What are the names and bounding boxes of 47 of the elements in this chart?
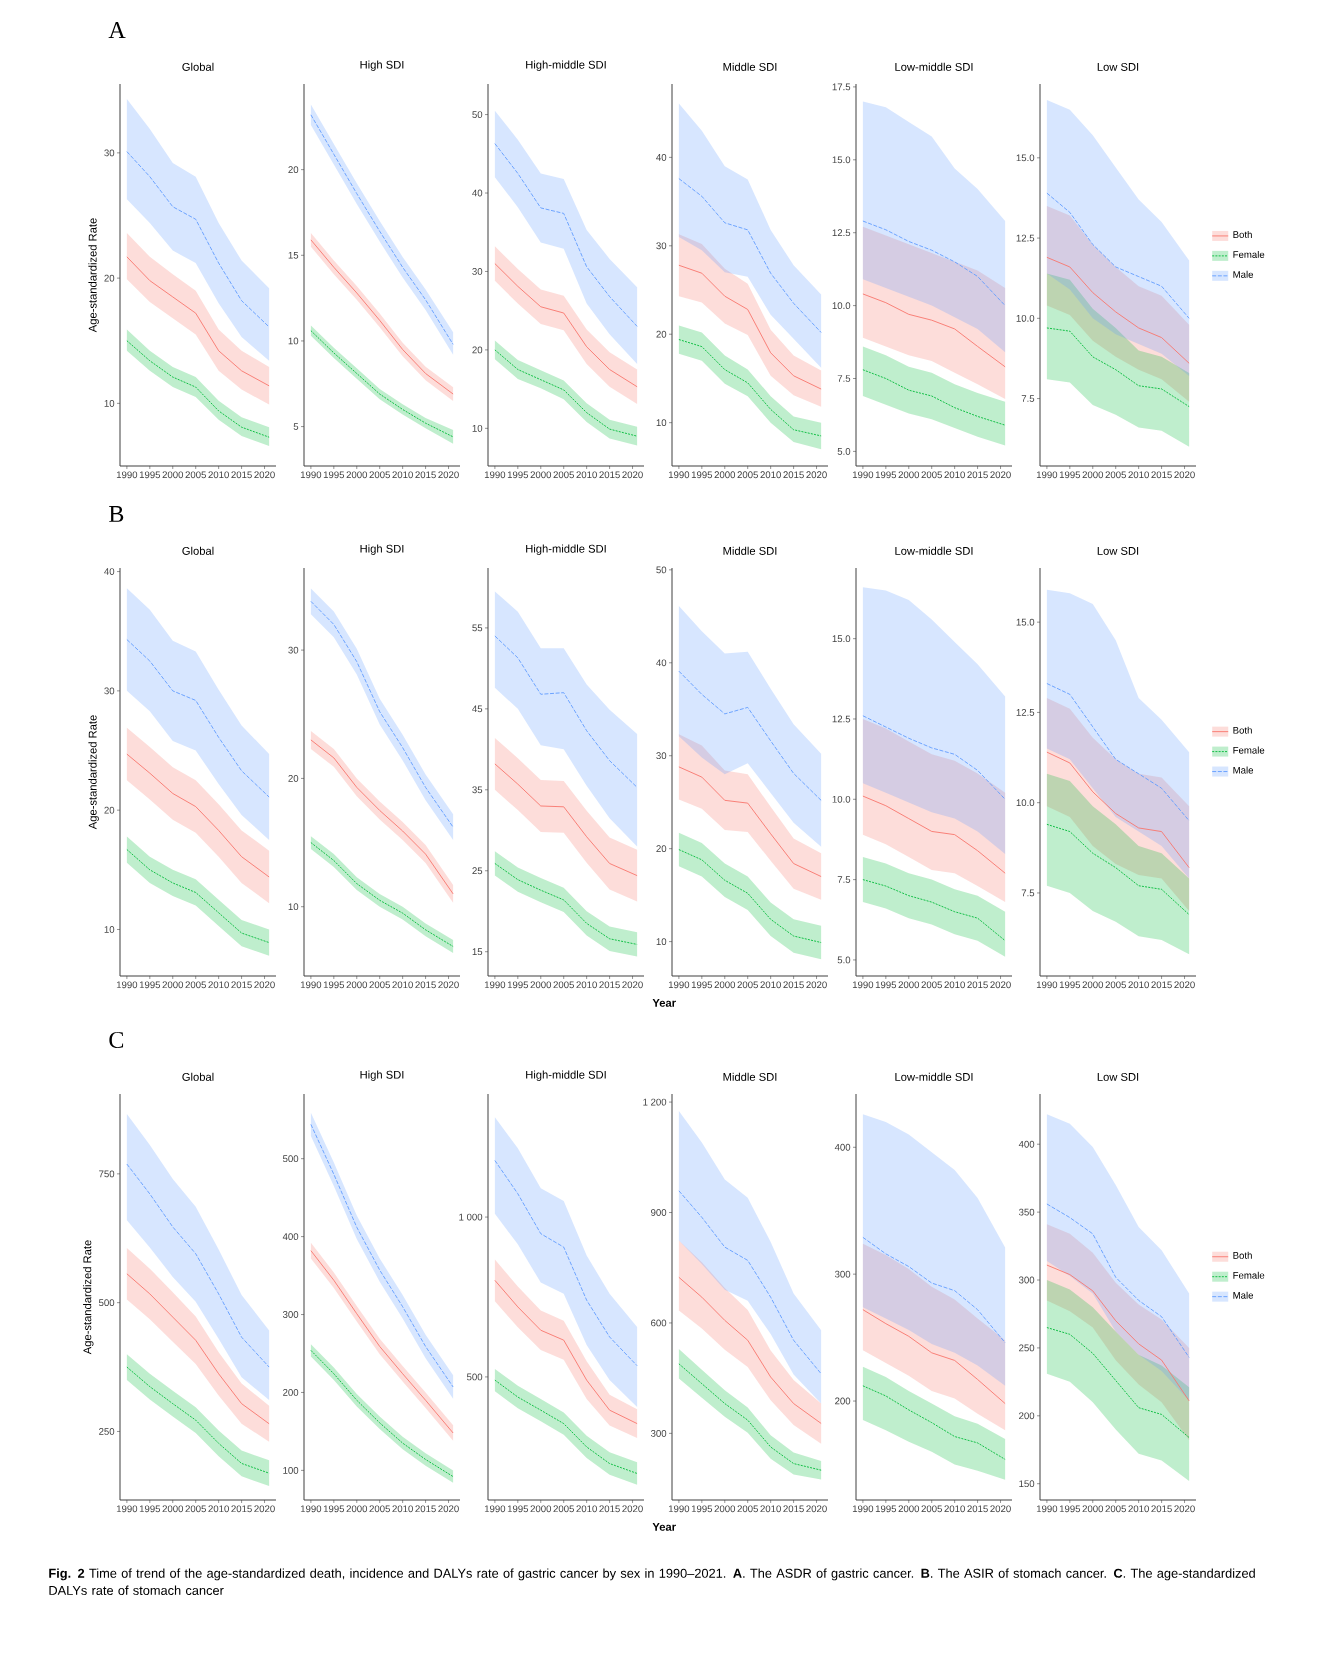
line-series [1046,683,1190,822]
line-series [1046,751,1190,869]
line-series [494,635,638,788]
line-series [678,1363,822,1471]
line-series [1046,1264,1190,1402]
line-series [126,639,270,798]
line-series [862,220,1006,307]
text: C [109,1031,124,1049]
line-series [494,1379,638,1474]
line-series [494,863,638,945]
line-series [862,293,1006,368]
line-series [678,766,822,877]
line-series [494,263,638,388]
line-series [678,849,822,943]
line-series [678,670,822,801]
line-series [678,1276,822,1424]
line-series [1046,823,1190,916]
line-series [494,143,638,327]
line-series [494,1160,638,1367]
line-series [1046,256,1190,364]
line-series [862,369,1006,426]
line-series [862,879,1006,942]
text: B [109,506,124,522]
line-series [126,1163,270,1368]
line-series [1046,327,1190,408]
line-series [494,1279,638,1425]
line-series [126,753,270,878]
line-series [678,264,822,390]
line-series [126,1273,270,1425]
line-series [678,1190,822,1375]
line-series [126,849,270,944]
line-series [1046,1327,1190,1438]
line-series [678,339,822,437]
line-series [126,340,270,438]
line-series [862,795,1006,874]
line-series [1046,192,1190,319]
line-series [494,763,638,877]
line-series [1046,1203,1190,1358]
line-series [678,178,822,333]
line-series [126,256,270,387]
line-series [862,1309,1006,1405]
text: A [108,22,126,38]
line-series [862,715,1006,800]
line-series [862,1236,1006,1344]
line-series [126,151,270,328]
line-series [126,1366,270,1474]
line-series [862,1385,1006,1460]
